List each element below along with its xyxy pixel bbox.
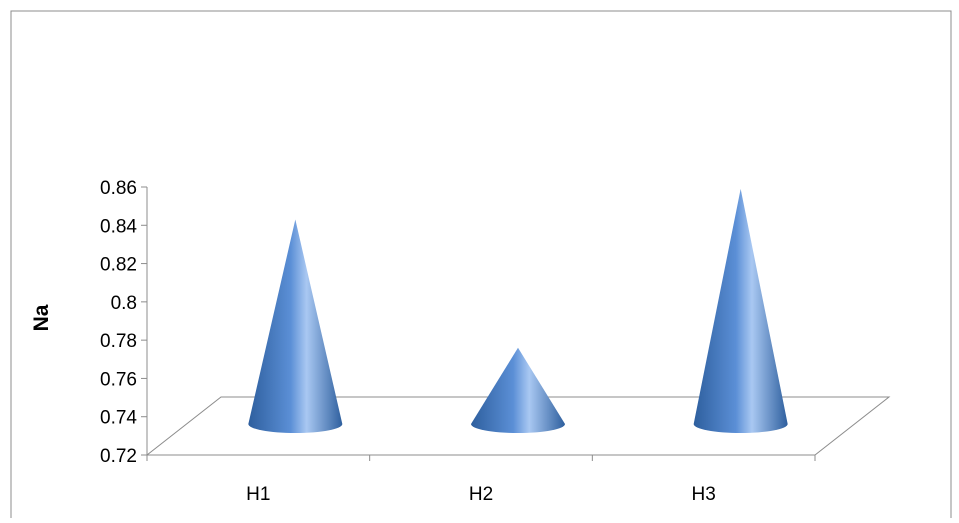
x-tick-label: H3: [692, 484, 716, 505]
cone-h3: [693, 188, 788, 433]
cone-h1: [248, 219, 343, 433]
y-tick-label: 0.78: [100, 331, 137, 352]
y-tick-label: 0.76: [100, 369, 137, 390]
y-tick-labels: 0.72 0.74 0.76 0.78 0.8 0.82 0.84 0.86: [100, 178, 137, 467]
y-axis: [141, 186, 148, 456]
y-tick-label: 0.86: [100, 178, 137, 199]
cones: [248, 188, 788, 433]
floor: [145, 396, 891, 461]
y-tick-label: 0.8: [111, 293, 137, 314]
cone-h2: [471, 347, 565, 433]
x-tick-label: H1: [246, 484, 270, 505]
y-tick-label: 0.84: [100, 216, 137, 237]
cone-body: [693, 188, 788, 433]
x-tick-labels: H1 H2 H3: [246, 484, 716, 505]
cone-body: [471, 347, 565, 433]
y-tick-label: 0.72: [100, 446, 137, 467]
chart-border: [10, 10, 952, 522]
x-tick-label: H2: [469, 484, 493, 505]
cone-body: [248, 219, 343, 433]
y-tick-label: 0.74: [100, 408, 137, 429]
y-axis-label: Na: [30, 304, 53, 331]
y-tick-label: 0.82: [100, 255, 137, 276]
